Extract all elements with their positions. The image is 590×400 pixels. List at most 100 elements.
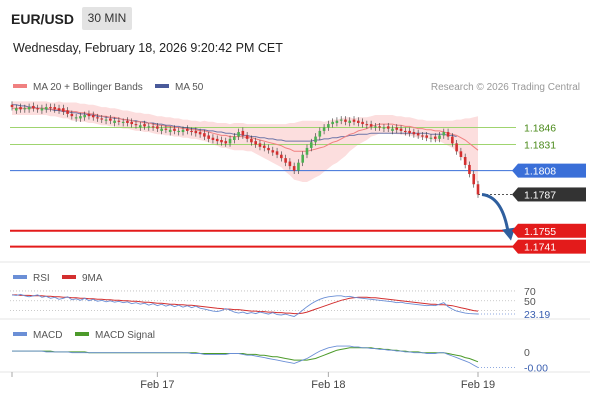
candle-body: [224, 141, 228, 144]
candle-body: [386, 126, 390, 129]
candle-body: [280, 154, 283, 159]
rsi-ma-line: [12, 294, 479, 315]
instrument-title: EUR/USD: [11, 11, 75, 27]
legend-macd: MACD MACD Signal: [13, 330, 155, 341]
candle: [356, 117, 360, 127]
candle: [79, 112, 82, 122]
candle-body: [40, 108, 44, 111]
candle: [297, 159, 300, 175]
candle: [96, 113, 99, 122]
candle-body: [126, 120, 129, 123]
candle: [173, 125, 176, 135]
candle-body: [254, 141, 257, 145]
axis-tick-label: Feb 19: [461, 379, 495, 391]
candle: [147, 122, 151, 131]
candle: [301, 151, 305, 167]
candle: [138, 121, 142, 131]
candle-body: [416, 133, 420, 136]
candle-body: [382, 127, 386, 129]
price-label-text: 1.1741: [524, 242, 556, 254]
candle-body: [53, 107, 57, 110]
candle: [130, 118, 134, 128]
price-label-support: 1.1741: [512, 239, 586, 254]
candle: [83, 111, 86, 121]
rsi-line: [11, 293, 479, 317]
candle-body: [203, 133, 206, 137]
candle: [134, 120, 138, 129]
candle: [322, 124, 326, 135]
candle-body: [459, 151, 463, 158]
candle: [36, 104, 39, 113]
candle-body: [352, 119, 356, 122]
candle-body: [327, 124, 330, 128]
candle-body: [215, 138, 219, 142]
candle-body: [87, 113, 91, 117]
candle-body: [44, 107, 48, 110]
candle-body: [130, 121, 134, 125]
candle: [121, 118, 125, 127]
candle-body: [57, 108, 61, 111]
candle-body: [322, 127, 326, 131]
timeframe-badge[interactable]: 30 MIN: [82, 7, 132, 30]
axis-tick-label: Feb 18: [311, 379, 345, 391]
candle: [429, 134, 433, 143]
candle-body: [233, 136, 236, 140]
candle-body: [185, 128, 189, 131]
candle-body: [134, 124, 138, 126]
candle: [104, 116, 108, 125]
legend-price: MA 20 + Bollinger Bands MA 50 Research ©…: [13, 82, 580, 93]
candle-body: [446, 132, 450, 137]
candle: [220, 136, 223, 146]
price-label-resistance: 1.1831: [524, 140, 556, 152]
price-label-box: [518, 239, 586, 254]
candle: [194, 127, 198, 137]
candle: [113, 117, 116, 127]
candle-body: [104, 119, 108, 121]
candle-body: [91, 115, 95, 118]
candle: [344, 116, 347, 126]
candle: [348, 117, 352, 127]
candle: [207, 132, 210, 143]
candle: [463, 153, 467, 169]
candle: [66, 107, 69, 118]
candle: [181, 126, 185, 136]
candle: [233, 133, 236, 144]
timestamp: Wednesday, February 18, 2026 9:20:42 PM …: [13, 41, 283, 55]
candle: [284, 154, 287, 167]
candle-body: [228, 138, 232, 144]
candle-body: [378, 126, 381, 128]
candle: [433, 133, 437, 143]
candle: [19, 103, 22, 113]
candle: [49, 103, 52, 112]
candle: [365, 120, 369, 129]
candle: [74, 113, 78, 122]
candle: [198, 128, 202, 138]
candle: [412, 128, 416, 138]
macd-legend-label: MACD: [33, 330, 62, 341]
candle-body: [309, 142, 313, 148]
candle-body: [147, 126, 151, 128]
candle: [254, 137, 257, 148]
candle: [421, 132, 424, 140]
candle-body: [404, 130, 407, 133]
candle-body: [468, 164, 471, 175]
candle-body: [318, 130, 322, 137]
candle-body: [356, 120, 360, 123]
candle: [57, 104, 61, 114]
candle: [245, 132, 249, 143]
price-label-text: 1.1755: [524, 226, 556, 238]
candle: [438, 132, 441, 143]
legend-rsi: RSI 9MA: [13, 273, 103, 284]
candle-body: [297, 162, 300, 171]
candle-body: [305, 147, 309, 155]
candle: [391, 125, 394, 135]
candle-body: [138, 125, 142, 128]
candle: [280, 151, 283, 162]
candle-body: [267, 147, 270, 151]
candle-body: [476, 184, 480, 195]
candle: [44, 103, 48, 113]
candle-body: [19, 107, 22, 110]
candle-body: [301, 154, 305, 163]
candle-body: [66, 110, 69, 114]
